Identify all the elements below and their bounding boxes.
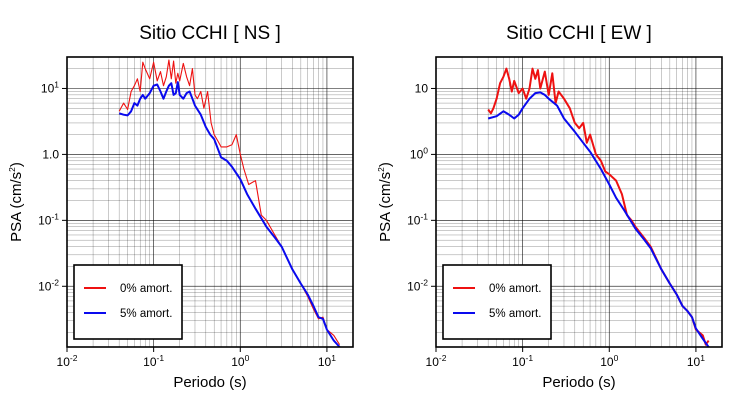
legend-box xyxy=(73,264,183,340)
y-tick-base: 10 xyxy=(38,279,52,293)
legend: 0% amort. 5% amort. xyxy=(442,264,552,340)
y-tick-base: 10 xyxy=(38,213,52,227)
x-tick-label: 10-1 xyxy=(143,353,164,369)
x-tick-label: 10-2 xyxy=(426,353,447,369)
y-axis-label: PSA (cm/s2) xyxy=(7,162,25,242)
y-axis-label-main: PSA (cm/s xyxy=(8,172,25,242)
y-tick-label: 10-2 xyxy=(38,277,59,293)
plot-frame xyxy=(435,56,723,348)
y-tick-exponent: 1 xyxy=(54,79,59,89)
y-tick-exponent: -1 xyxy=(420,211,428,221)
y-axis-label: PSA (cm/s2) xyxy=(376,162,394,242)
y-tick-exponent: -2 xyxy=(51,277,59,287)
x-axis-label: Periodo (s) xyxy=(173,374,246,391)
x-tick-exponent: -1 xyxy=(157,353,165,363)
x-tick-exponent: -2 xyxy=(439,353,447,363)
y-tick-base: 10 xyxy=(415,81,429,95)
y-tick-label: 1.0 xyxy=(42,147,59,161)
legend-box xyxy=(442,264,552,340)
grid-lines xyxy=(435,56,723,347)
legend: 0% amort. 5% amort. xyxy=(73,264,183,340)
y-axis-label-tail: ) xyxy=(8,162,25,167)
x-tick-base: 10 xyxy=(143,355,157,369)
y-axis-label-tail: ) xyxy=(377,162,394,167)
y-tick-label: 10 xyxy=(415,81,429,95)
legend-label: 5% amort. xyxy=(120,308,172,320)
chart-title: Sitio CCHI [ EW ] xyxy=(506,23,652,44)
y-tick-exponent: -2 xyxy=(420,277,428,287)
x-tick-label: 100 xyxy=(231,353,249,369)
y-tick-label: 100 xyxy=(410,145,428,161)
x-tick-exponent: -1 xyxy=(526,353,534,363)
x-tick-base: 10 xyxy=(426,355,440,369)
y-tick-label: 10-1 xyxy=(407,211,428,227)
chart-title: Sitio CCHI [ NS ] xyxy=(139,23,280,44)
legend-label: 0% amort. xyxy=(120,283,172,295)
chart-panel-left: Sitio CCHI [ NS ]10-2 10-1 100 1011011.010-… xyxy=(7,23,354,391)
x-tick-base: 10 xyxy=(231,355,245,369)
x-tick-label: 10-1 xyxy=(512,353,533,369)
y-tick-exponent: 0 xyxy=(423,145,428,155)
legend-label: 5% amort. xyxy=(489,308,541,320)
x-tick-label: 101 xyxy=(318,353,336,369)
x-tick-base: 10 xyxy=(687,355,701,369)
x-tick-base: 10 xyxy=(512,355,526,369)
y-tick-base: 10 xyxy=(410,147,424,161)
y-tick-base: 1.0 xyxy=(42,147,59,161)
x-tick-exponent: 0 xyxy=(614,353,619,363)
x-tick-exponent: 1 xyxy=(331,353,336,363)
y-tick-label: 10-1 xyxy=(38,211,59,227)
x-tick-base: 10 xyxy=(57,355,71,369)
y-tick-base: 10 xyxy=(407,213,421,227)
y-tick-exponent: -1 xyxy=(51,211,59,221)
y-tick-base: 10 xyxy=(407,279,421,293)
series-line-amort-5 xyxy=(118,81,341,348)
x-tick-label: 10-2 xyxy=(57,353,78,369)
y-axis-label-main: PSA (cm/s xyxy=(377,172,394,242)
x-tick-label: 101 xyxy=(687,353,705,369)
plot-frame xyxy=(66,56,354,348)
y-axis-label-sup: 2 xyxy=(376,167,386,172)
x-tick-label: 100 xyxy=(600,353,618,369)
x-tick-base: 10 xyxy=(600,355,614,369)
legend-label: 0% amort. xyxy=(489,283,541,295)
x-tick-exponent: 0 xyxy=(245,353,250,363)
series-line-amort-5 xyxy=(487,91,710,348)
y-tick-label: 101 xyxy=(41,79,59,95)
chart-panel-right: Sitio CCHI [ EW ]10-2 10-1 100 1011010010-1… xyxy=(376,23,723,391)
y-tick-base: 10 xyxy=(41,81,55,95)
x-tick-base: 10 xyxy=(318,355,332,369)
x-tick-exponent: -2 xyxy=(70,353,78,363)
y-tick-label: 10-2 xyxy=(407,277,428,293)
x-axis-label: Periodo (s) xyxy=(542,374,615,391)
y-axis-label-sup: 2 xyxy=(7,167,17,172)
x-tick-exponent: 1 xyxy=(700,353,705,363)
